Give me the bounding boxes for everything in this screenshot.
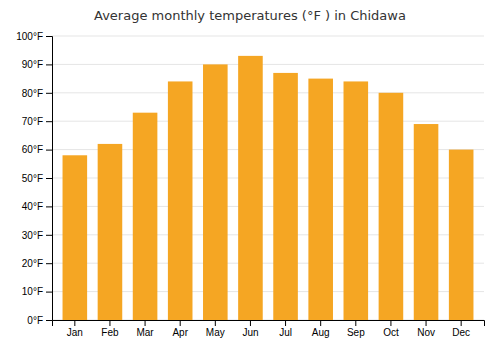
bar bbox=[203, 64, 228, 320]
tick-label: Jul bbox=[279, 327, 292, 338]
tick-label: Aug bbox=[312, 327, 330, 338]
tick-line bbox=[46, 64, 52, 65]
tick-line bbox=[461, 320, 462, 326]
bar bbox=[379, 93, 404, 320]
tick-label: 80°F bbox=[22, 88, 43, 99]
bar bbox=[238, 56, 263, 320]
tick-label: 20°F bbox=[22, 258, 43, 269]
tick: Dec bbox=[452, 320, 470, 338]
tick: Sep bbox=[347, 320, 365, 338]
title: Average monthly temperatures (°F ) in Ch… bbox=[94, 8, 406, 23]
tick-label: 30°F bbox=[22, 230, 43, 241]
tick: Oct bbox=[383, 320, 399, 338]
x-axis: Jan Feb Mar Apr May Jun Jul Aug Sep Oct Nov Dec bbox=[53, 320, 485, 338]
tick: Jan bbox=[67, 320, 83, 338]
tick-label: 50°F bbox=[22, 173, 43, 184]
tick-label: 0°F bbox=[27, 315, 43, 326]
chart: Average monthly temperatures (°F ) in Ch… bbox=[0, 0, 500, 350]
tick-line bbox=[46, 235, 52, 236]
tick: 80°F bbox=[22, 88, 52, 99]
tick: 20°F bbox=[22, 258, 52, 269]
tick-line bbox=[46, 93, 52, 94]
tick: Aug bbox=[312, 320, 330, 338]
bar bbox=[449, 150, 474, 320]
tick-label: Mar bbox=[136, 327, 154, 338]
bar bbox=[63, 155, 88, 320]
tick-label: Apr bbox=[172, 327, 188, 338]
tick-line bbox=[46, 36, 52, 37]
tick-line bbox=[46, 292, 52, 293]
tick-label: 60°F bbox=[22, 144, 43, 155]
tick-label: 40°F bbox=[22, 201, 43, 212]
tick-line bbox=[46, 263, 52, 264]
tick: Apr bbox=[172, 320, 188, 338]
tick-line bbox=[320, 320, 321, 326]
tick-line bbox=[46, 178, 52, 179]
tick-line bbox=[109, 320, 110, 326]
tick-line bbox=[74, 320, 75, 326]
tick-label: Nov bbox=[417, 327, 435, 338]
tick-label: Sep bbox=[347, 327, 365, 338]
tick-line bbox=[46, 150, 52, 151]
grid bbox=[52, 36, 484, 320]
bar bbox=[133, 113, 158, 320]
tick-line bbox=[46, 320, 52, 321]
axis-line bbox=[46, 37, 53, 321]
tick-label: Dec bbox=[452, 327, 470, 338]
tick-line bbox=[46, 121, 52, 122]
tick-label: 100°F bbox=[16, 31, 43, 42]
tick: 90°F bbox=[22, 59, 52, 70]
tick: 30°F bbox=[22, 230, 52, 241]
y-axis: 0°F 10°F 20°F 30°F 40°F 50°F 60°F 70°F 80°F 90°F 1… bbox=[16, 31, 52, 326]
tick: 40°F bbox=[22, 201, 52, 212]
tick-line bbox=[355, 320, 356, 326]
bar bbox=[344, 81, 369, 320]
bar bbox=[168, 81, 193, 320]
tick-label: Jan bbox=[67, 327, 83, 338]
tick: 100°F bbox=[16, 31, 52, 42]
bar bbox=[414, 124, 439, 320]
tick-line bbox=[390, 320, 391, 326]
tick-label: 10°F bbox=[22, 286, 43, 297]
bar bbox=[273, 73, 298, 320]
tick: Feb bbox=[101, 320, 119, 338]
tick-line bbox=[285, 320, 286, 326]
tick-label: Feb bbox=[101, 327, 119, 338]
tick-label: 90°F bbox=[22, 59, 43, 70]
tick: 50°F bbox=[22, 173, 52, 184]
grid-line bbox=[52, 36, 484, 37]
bars bbox=[63, 56, 474, 320]
tick: 60°F bbox=[22, 144, 52, 155]
tick: Mar bbox=[136, 320, 154, 338]
tick: May bbox=[206, 320, 225, 338]
tick-line bbox=[46, 206, 52, 207]
tick: 0°F bbox=[27, 315, 52, 326]
tick-label: May bbox=[206, 327, 225, 338]
tick: Jul bbox=[279, 320, 292, 338]
tick-line bbox=[215, 320, 216, 326]
tick-label: Jun bbox=[242, 327, 258, 338]
axis-line bbox=[53, 321, 485, 327]
tick: 70°F bbox=[22, 116, 52, 127]
tick-line bbox=[426, 320, 427, 326]
tick-label: Oct bbox=[383, 327, 399, 338]
tick: Nov bbox=[417, 320, 435, 338]
tick: Jun bbox=[242, 320, 258, 338]
grid-line bbox=[52, 121, 484, 122]
grid-line bbox=[52, 92, 484, 93]
tick-label: 70°F bbox=[22, 116, 43, 127]
bar bbox=[308, 79, 333, 320]
tick-line bbox=[180, 320, 181, 326]
tick: 10°F bbox=[22, 286, 52, 297]
grid-line bbox=[52, 64, 484, 65]
plot: 0°F 10°F 20°F 30°F 40°F 50°F 60°F 70°F 80°F 90°F 1… bbox=[16, 31, 484, 338]
tick-line bbox=[145, 320, 146, 326]
bar bbox=[98, 144, 123, 320]
tick-line bbox=[250, 320, 251, 326]
